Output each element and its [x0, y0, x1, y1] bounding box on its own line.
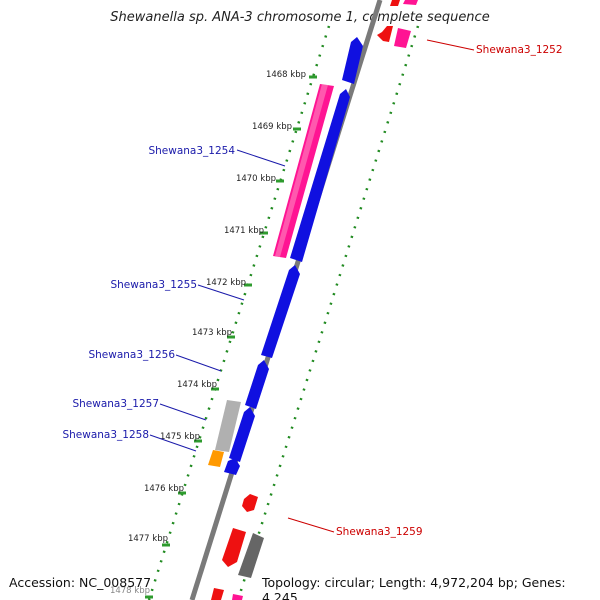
- gene-arrow-1254[interactable]: [290, 89, 350, 262]
- leader-line: [236, 149, 286, 167]
- label-leaders: [149, 39, 475, 533]
- accession-text: Accession: NC_008577: [9, 575, 152, 590]
- gene-arrow-1259[interactable]: [242, 494, 258, 512]
- gene-label-shewana3-1254[interactable]: Shewana3_1254: [148, 145, 235, 157]
- gene-label-shewana3-1256[interactable]: Shewana3_1256: [88, 349, 175, 361]
- tick-label: 1469 kbp: [252, 122, 292, 132]
- leader-line: [159, 403, 207, 421]
- gene-arrow-1257[interactable]: [229, 407, 255, 462]
- map-title: Shewanella sp. ANA-3 chromosome 1, compl…: [110, 10, 490, 25]
- tick-label: 1478 kbp: [110, 586, 150, 596]
- other-genes: [208, 400, 264, 578]
- gene-bar-pink-1252[interactable]: [394, 28, 411, 48]
- outer-guide-right: [236, 25, 420, 600]
- tick-label: 1468 kbp: [266, 70, 306, 80]
- leader-line: [426, 39, 475, 51]
- gene-label-shewana3-1258[interactable]: Shewana3_1258: [62, 429, 149, 441]
- gene-arrow-1255[interactable]: [261, 265, 300, 358]
- leader-line: [197, 284, 245, 301]
- gene-arrow-1252[interactable]: [377, 26, 393, 42]
- gene-label-shewana3-1255[interactable]: Shewana3_1255: [110, 279, 197, 291]
- genome-summary-text: Topology: circular; Length: 4,972,204 bp…: [262, 575, 566, 600]
- gene-arrow-1258[interactable]: [224, 458, 240, 475]
- pink-genes: [273, 0, 418, 258]
- gene-bar-pink-1252-top[interactable]: [403, 0, 418, 5]
- leader-line: [149, 434, 197, 452]
- tick-label: 1472 kbp: [206, 278, 246, 288]
- gene-arrow-1256[interactable]: [245, 360, 269, 409]
- tick-label: 1475 kbp: [160, 432, 200, 442]
- gene-arrow-red-bottom[interactable]: [211, 588, 224, 600]
- tick-label: 1473 kbp: [192, 328, 232, 338]
- tick-label: 1476 kbp: [144, 484, 184, 494]
- tick-label: 1470 kbp: [236, 174, 276, 184]
- tick-label: 1471 kbp: [224, 226, 264, 236]
- gene-label-shewana3-1259[interactable]: Shewana3_1259: [336, 526, 423, 538]
- leader-line: [175, 354, 222, 372]
- tick-marks: [145, 75, 317, 599]
- reverse-strand-genes: [211, 0, 400, 600]
- gene-bar-dark-grey[interactable]: [238, 533, 264, 578]
- gene-label-shewana3-1252[interactable]: Shewana3_1252: [476, 44, 563, 56]
- leader-line: [287, 517, 335, 533]
- gene-arrow-1253[interactable]: [342, 37, 363, 84]
- gene-bar-pink-1254-highlight: [275, 84, 328, 257]
- gene-bar-pink-bottom[interactable]: [232, 594, 243, 600]
- inner-guide-left: [147, 25, 331, 600]
- gene-bar-orange-1258[interactable]: [208, 450, 224, 467]
- forward-strand-genes: [224, 37, 363, 475]
- tick-label: 1477 kbp: [128, 534, 168, 544]
- gene-arrow-red-lower[interactable]: [222, 528, 246, 567]
- gene-arrow-1252-top[interactable]: [390, 0, 400, 6]
- gene-label-shewana3-1257[interactable]: Shewana3_1257: [72, 398, 159, 410]
- tick-label: 1474 kbp: [177, 380, 217, 390]
- gene-bar-grey-1257[interactable]: [215, 400, 241, 452]
